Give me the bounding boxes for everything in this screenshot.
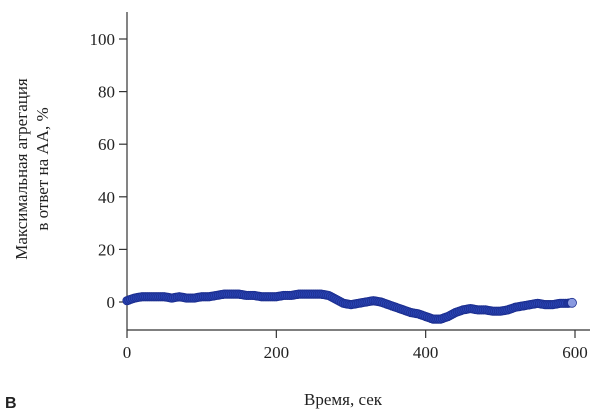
x-tick-label: 0 — [123, 343, 132, 362]
axes: 0 20 40 60 80 100 0 200 400 600 — [90, 12, 590, 362]
x-tick-label: 400 — [413, 343, 439, 362]
x-axis-title: Время, сек — [304, 390, 383, 409]
x-tick-label: 200 — [264, 343, 290, 362]
y-axis-title-line-1: Максимальная агрегация — [12, 78, 31, 260]
y-tick-label: 60 — [98, 135, 115, 154]
data-points — [122, 289, 577, 324]
y-tick-label: 40 — [98, 188, 115, 207]
x-tick-label: 600 — [562, 343, 588, 362]
y-axis-title-line-2: в ответ на АА, % — [33, 107, 52, 230]
panel-label: B — [5, 395, 17, 412]
y-tick-label: 0 — [107, 293, 116, 312]
y-tick-label: 80 — [98, 83, 115, 102]
y-tick-label: 20 — [98, 240, 115, 259]
y-tick-label: 100 — [90, 30, 116, 49]
data-point-last — [567, 297, 577, 308]
